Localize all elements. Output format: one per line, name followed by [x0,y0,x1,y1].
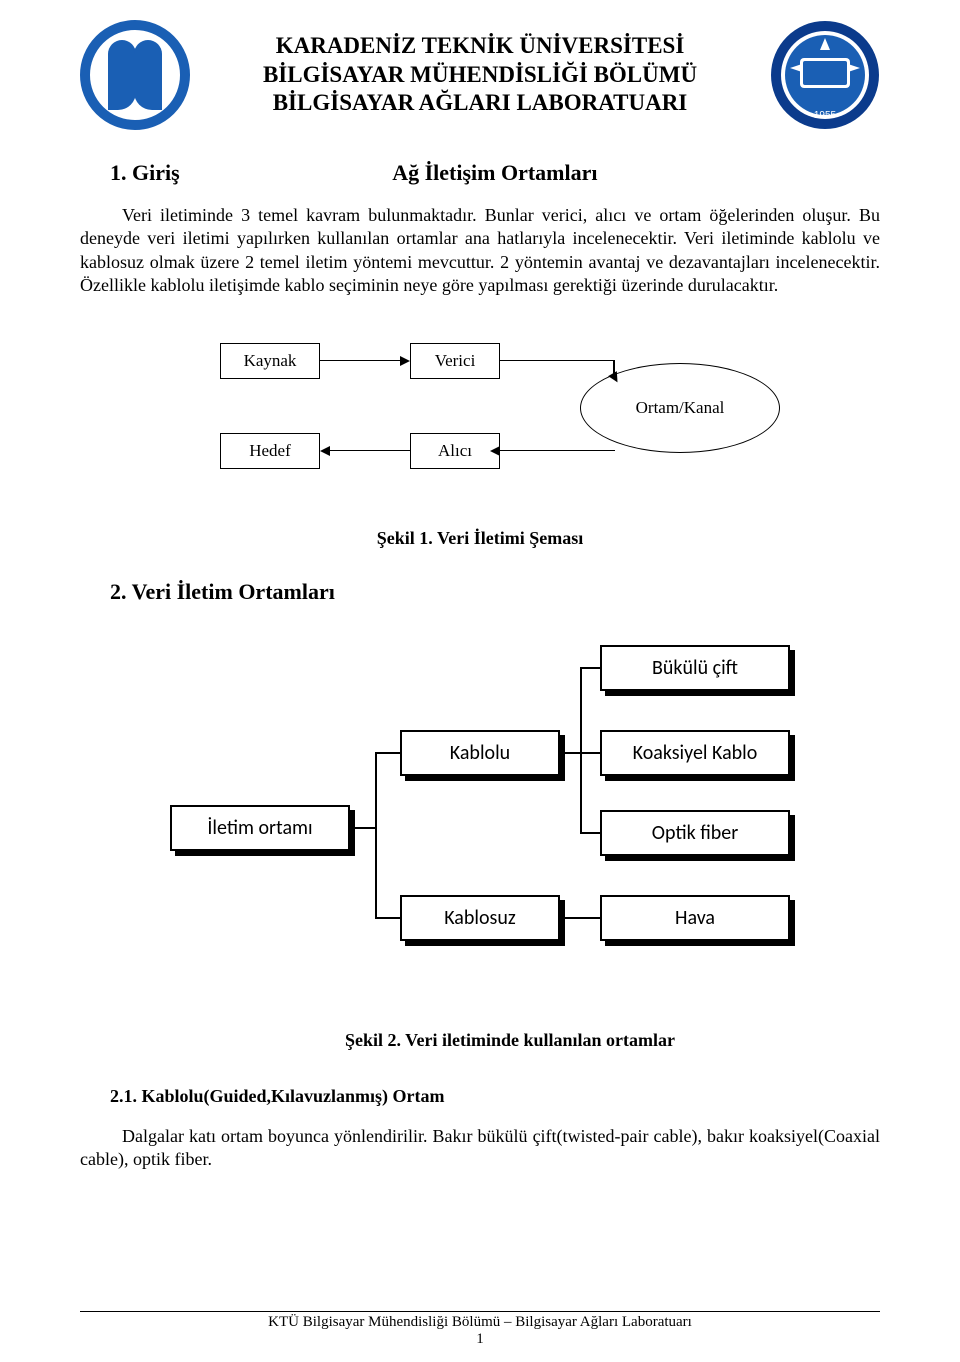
d1-edge [320,360,400,362]
d2-edge [580,667,600,669]
d1-arrowhead-icon [400,356,410,366]
d2-node-optik: Optik fiber [600,810,790,856]
d2-node-kablolu: Kablolu [400,730,560,776]
section21-title: 2.1. Kablolu(Guided,Kılavuzlanmış) Ortam [110,1086,880,1107]
d2-node-kablosuz: Kablosuz [400,895,560,941]
section1-title: 1. Giriş [110,160,180,186]
header-title-block: KARADENİZ TEKNİK ÜNİVERSİTESİ BİLGİSAYAR… [210,32,750,118]
figure-2-diagram: İletim ortamı Kablolu Kablosuz Bükülü çi… [160,635,800,1005]
d1-arrowhead-icon [490,446,500,456]
header-line2: BİLGİSAYAR MÜHENDİSLİĞİ BÖLÜMÜ [210,61,750,90]
d1-edge [500,450,615,452]
logo-right-icon: 1955 [770,20,880,130]
d2-edge [375,917,400,919]
figure-1-caption: Şekil 1. Veri İletimi Şeması [80,528,880,549]
d1-node-hedef: Hedef [220,433,320,469]
section1-row: 1. Giriş Ağ İletişim Ortamları [80,160,880,186]
page-footer: KTÜ Bilgisayar Mühendisliği Bölümü – Bil… [80,1311,880,1348]
d2-edge [580,752,600,754]
d1-arrowhead-icon [320,446,330,456]
d1-node-alici: Alıcı [410,433,500,469]
d2-edge [580,832,600,834]
d1-node-kaynak: Kaynak [220,343,320,379]
logo-year: 1955 [814,110,837,121]
header-line1: KARADENİZ TEKNİK ÜNİVERSİTESİ [210,32,750,61]
d2-node-bukulu: Bükülü çift [600,645,790,691]
figure-1-diagram: Kaynak Verici Hedef Alıcı Ortam/Kanal [160,333,800,503]
doc-subtitle: Ağ İletişim Ortamları [180,160,810,186]
d1-edge [330,450,410,452]
d2-edge [565,752,580,754]
d1-node-verici: Verici [410,343,500,379]
d2-edge [565,917,600,919]
d2-edge [375,752,377,919]
d2-edge [375,752,400,754]
section2-title: 2. Veri İletim Ortamları [110,579,880,605]
paragraph-2: Dalgalar katı ortam boyunca yönlendirili… [80,1125,880,1172]
d2-node-koaksi: Koaksiyel Kablo [600,730,790,776]
d2-edge [580,667,582,834]
figure-2-caption: Şekil 2. Veri iletiminde kullanılan orta… [140,1030,880,1051]
logo-left-icon [80,20,190,130]
d2-node-hava: Hava [600,895,790,941]
paragraph-1: Veri iletiminde 3 temel kavram bulunmakt… [80,204,880,298]
d1-edge [500,360,615,362]
d2-edge [355,827,375,829]
footer-page-number: 1 [80,1331,880,1348]
d2-node-root: İletim ortamı [170,805,350,851]
header-line3: BİLGİSAYAR AĞLARI LABORATUARI [210,89,750,118]
footer-text: KTÜ Bilgisayar Mühendisliği Bölümü – Bil… [80,1314,880,1331]
page-header: KARADENİZ TEKNİK ÜNİVERSİTESİ BİLGİSAYAR… [80,20,880,130]
